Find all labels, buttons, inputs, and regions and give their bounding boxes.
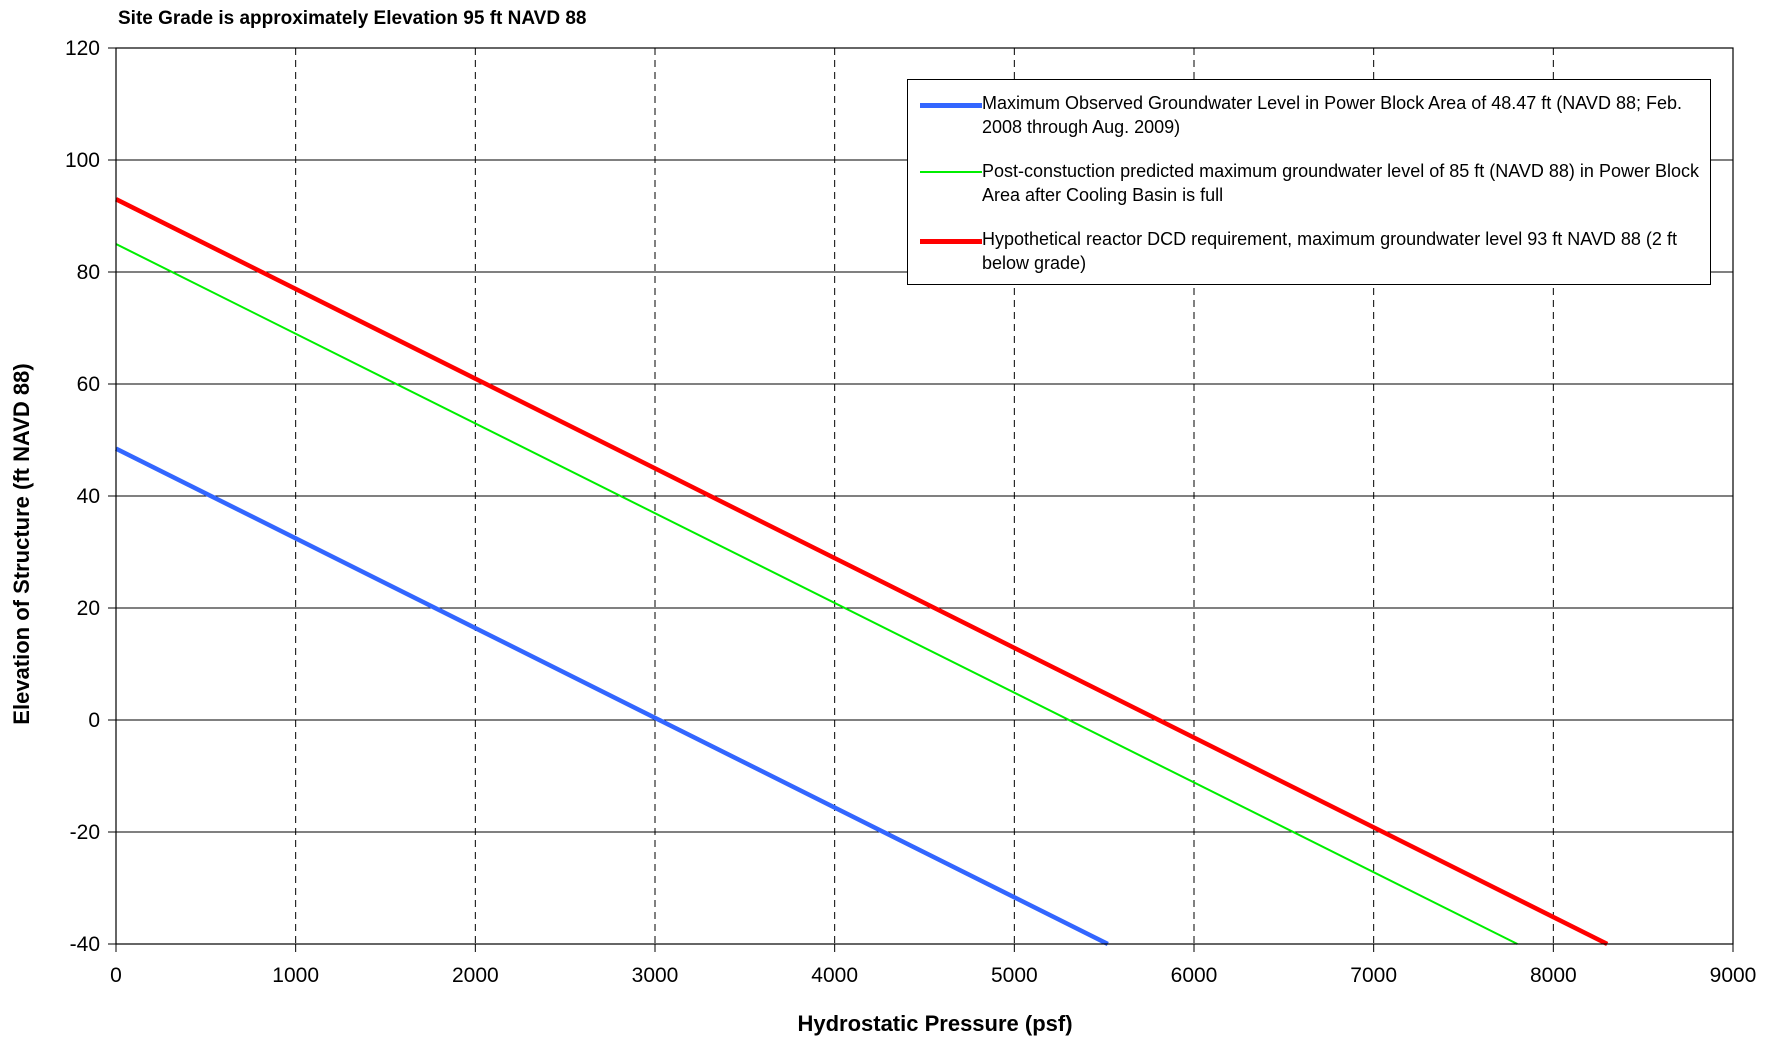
y-tick-label: 60	[77, 373, 100, 396]
legend-label-dcd: Hypothetical reactor DCD requirement, ma…	[982, 229, 1677, 273]
y-tick-label: -40	[70, 933, 100, 956]
legend-label-observed: Maximum Observed Groundwater Level in Po…	[982, 93, 1682, 137]
y-tick-label: -20	[70, 821, 100, 844]
series-line-1	[114, 446, 1109, 947]
y-tick-label: 100	[65, 149, 100, 172]
x-tick-label: 7000	[1350, 964, 1397, 987]
legend-swatch-post-construction	[920, 171, 982, 173]
y-tick-label: 0	[88, 709, 100, 732]
x-tick-label: 9000	[1710, 964, 1757, 987]
x-tick-label: 4000	[811, 964, 858, 987]
chart-note: Site Grade is approximately Elevation 95…	[118, 8, 587, 29]
legend-label-post-construction: Post-constuction predicted maximum groun…	[982, 161, 1699, 205]
y-tick-label: 80	[77, 261, 100, 284]
x-tick-label: 5000	[991, 964, 1038, 987]
y-tick-label: 120	[65, 37, 100, 60]
legend: Maximum Observed Groundwater Level in Po…	[907, 79, 1711, 285]
y-tick-label: 20	[77, 597, 100, 620]
x-axis-label: Hydrostatic Pressure (psf)	[797, 1011, 1073, 1036]
x-tick-label: 3000	[632, 964, 679, 987]
x-tick-label: 8000	[1530, 964, 1577, 987]
x-tick-label: 0	[110, 964, 122, 987]
y-axis-label: Elevation of Structure (ft NAVD 88)	[9, 363, 34, 725]
x-tick-label: 6000	[1171, 964, 1218, 987]
series-line-3	[114, 197, 1609, 947]
y-tick-label: 40	[77, 485, 100, 508]
legend-swatch-dcd	[920, 239, 982, 244]
legend-swatch-observed	[920, 103, 982, 108]
series-line-2	[115, 243, 1518, 945]
x-tick-label: 1000	[272, 964, 319, 987]
x-tick-label: 2000	[452, 964, 499, 987]
